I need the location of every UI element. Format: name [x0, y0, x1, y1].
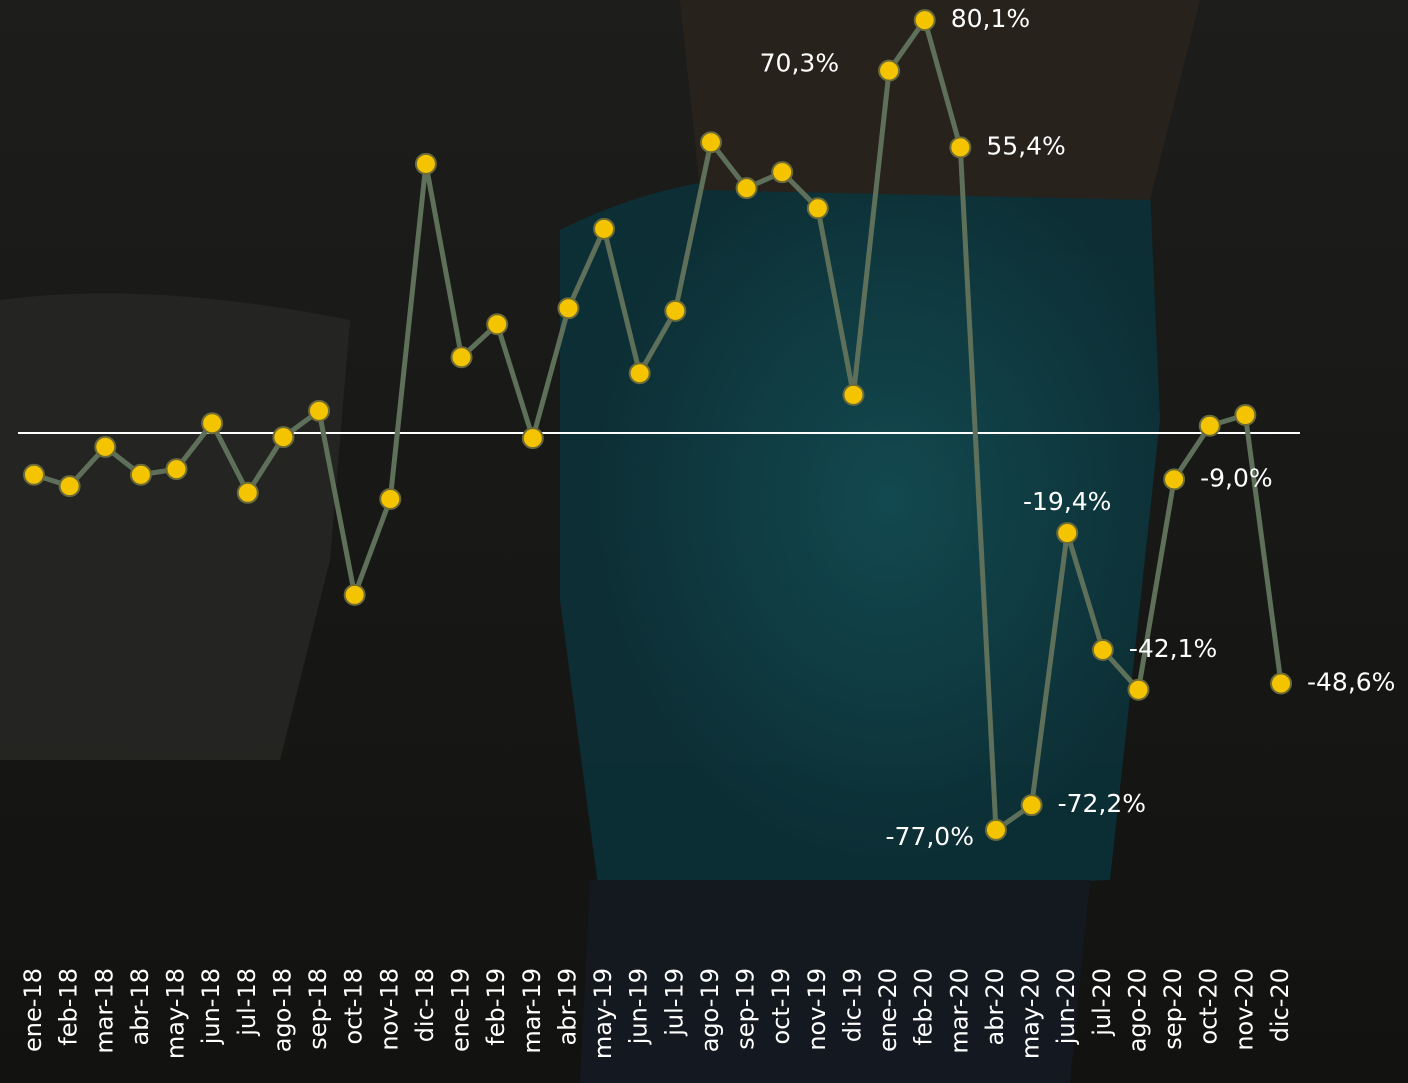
x-tick-label: jun-19 [625, 968, 653, 1045]
x-tick-label: may-20 [1017, 968, 1045, 1059]
data-point [1163, 468, 1186, 491]
x-tick-label: sep-18 [304, 968, 332, 1050]
x-tick-label: nov-20 [1230, 968, 1258, 1051]
data-label: 55,4% [986, 131, 1065, 160]
x-tick-label: abr-18 [126, 968, 154, 1045]
data-point [414, 152, 437, 175]
data-point [450, 346, 473, 369]
data-point [1270, 672, 1292, 695]
x-tick-label: oct-20 [1195, 968, 1223, 1045]
x-tick-label: ago-19 [696, 968, 724, 1052]
x-tick-label: jul-18 [233, 968, 261, 1037]
x-tick-label: jul-20 [1088, 968, 1116, 1037]
x-tick-label: abr-19 [553, 968, 581, 1045]
data-point [236, 481, 259, 504]
data-point [486, 313, 509, 336]
data-point [664, 299, 687, 322]
photo-shapes [0, 0, 1200, 1083]
x-tick-label: oct-18 [340, 968, 368, 1045]
data-point [735, 177, 758, 200]
data-label: -77,0% [886, 822, 974, 851]
x-tick-label: ene-20 [874, 968, 902, 1052]
data-point [308, 399, 331, 422]
x-tick-label: mar-19 [518, 968, 546, 1054]
data-point [343, 583, 366, 606]
data-point [1091, 639, 1114, 662]
data-point [1020, 794, 1043, 817]
data-point [878, 59, 901, 82]
x-tick-label: oct-19 [767, 968, 795, 1045]
x-tick-label: ago-20 [1123, 968, 1151, 1052]
x-tick-label: jun-18 [197, 968, 225, 1045]
data-point [1198, 414, 1221, 437]
data-label: -42,1% [1129, 634, 1217, 663]
data-label: -72,2% [1058, 789, 1146, 818]
x-tick-label: dic-18 [411, 968, 439, 1042]
x-tick-label: sep-19 [732, 968, 760, 1050]
data-point [699, 131, 722, 154]
x-tick-label: feb-20 [910, 968, 938, 1046]
data-point [557, 297, 580, 320]
jeans [580, 880, 1090, 1083]
data-point [984, 818, 1007, 841]
data-point [379, 487, 402, 510]
data-label: -48,6% [1307, 668, 1395, 697]
data-label: -9,0% [1200, 463, 1273, 492]
data-point [1234, 403, 1257, 426]
data-point [94, 435, 117, 458]
x-tick-label: ene-19 [447, 968, 475, 1052]
data-point [165, 458, 188, 481]
x-tick-label: feb-18 [55, 968, 83, 1046]
data-line [33, 17, 1284, 833]
x-tick-label: sep-20 [1159, 968, 1187, 1050]
data-label: -19,4% [1023, 487, 1111, 516]
x-tick-label: ene-18 [19, 968, 47, 1052]
data-point [58, 475, 81, 498]
shirt-shape [560, 172, 1160, 900]
x-tick-label: abr-20 [981, 968, 1009, 1045]
data-point [949, 136, 972, 159]
x-tick-label: feb-19 [482, 968, 510, 1046]
data-point [806, 197, 829, 220]
data-label: 70,3% [760, 49, 839, 78]
data-point [23, 463, 45, 486]
striped-shirt [0, 293, 350, 760]
data-point [272, 426, 295, 449]
data-point [521, 427, 544, 450]
x-tick-label: may-18 [162, 968, 190, 1059]
data-point [771, 161, 794, 184]
data-label: 80,1% [951, 4, 1030, 33]
x-tick-label: jun-20 [1052, 968, 1080, 1045]
x-tick-label: nov-18 [375, 968, 403, 1051]
x-tick-label: mar-18 [90, 968, 118, 1054]
data-point [1056, 522, 1079, 545]
x-tick-label: dic-20 [1266, 968, 1294, 1042]
data-point [1127, 678, 1150, 701]
x-tick-label: may-19 [589, 968, 617, 1059]
data-point [628, 362, 651, 385]
x-tick-label: nov-19 [803, 968, 831, 1051]
x-tick-label: ago-18 [268, 968, 296, 1052]
x-tick-label: mar-20 [945, 968, 973, 1054]
x-tick-label: dic-19 [838, 968, 866, 1042]
data-point [201, 412, 224, 435]
data-point [913, 9, 936, 32]
data-point [129, 463, 152, 486]
x-tick-label: jul-19 [660, 968, 688, 1037]
data-point [842, 383, 865, 406]
hair [680, 0, 1200, 200]
data-point [593, 217, 616, 240]
